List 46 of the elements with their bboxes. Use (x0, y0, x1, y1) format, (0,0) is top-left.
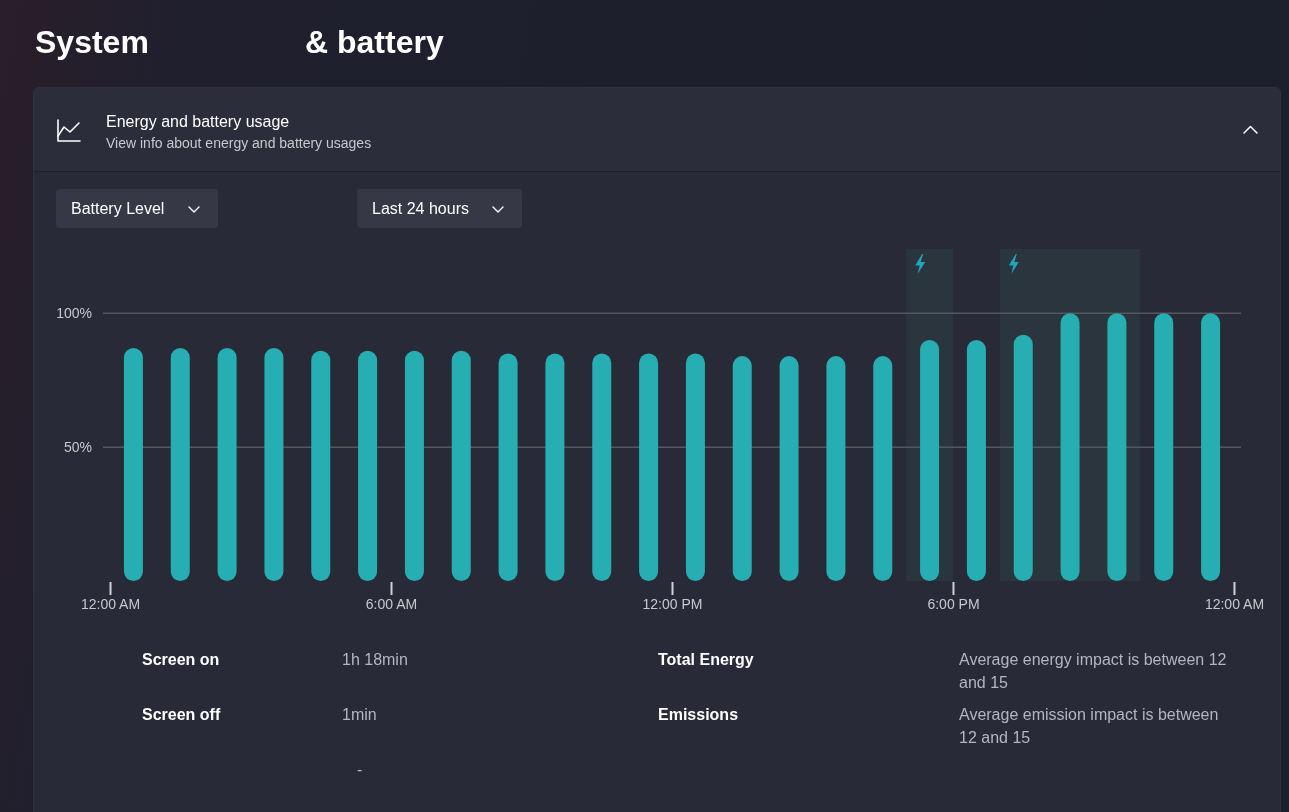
bar (873, 356, 893, 581)
text: & battery (305, 24, 444, 60)
bar (1154, 313, 1174, 581)
bar (311, 350, 331, 581)
x-tick-label: 12:00 AM (1204, 595, 1265, 612)
text: Screen off (142, 705, 221, 725)
bar (920, 340, 940, 581)
bar (545, 353, 565, 581)
text: 1h 18min (342, 650, 408, 670)
x-tick-label: 6:00 AM (365, 595, 418, 612)
bar (498, 353, 518, 581)
text: Average emission impact is between 12 and 15 (959, 705, 1220, 748)
text: - (357, 760, 363, 780)
text: Emissions (658, 705, 739, 725)
dropdown-box: Battery Level (56, 189, 218, 228)
bar (1060, 313, 1080, 581)
y-tick-label: 50% (63, 439, 92, 456)
bar (170, 348, 190, 581)
y-tick-label: 100% (56, 305, 92, 322)
text: Screen on (142, 650, 220, 670)
bar (451, 350, 471, 581)
bar (639, 353, 659, 581)
chart-title: Energy and battery usage (106, 113, 290, 130)
bar (685, 353, 705, 581)
text: Total Energy (658, 650, 754, 670)
bar (264, 348, 284, 581)
bar (779, 356, 799, 581)
bar (123, 348, 143, 581)
text: Average energy impact is between 12 and 15 (959, 650, 1228, 693)
bar (826, 356, 846, 581)
bar (1201, 313, 1221, 581)
bar (358, 350, 378, 581)
dropdown-box: Last 24 hours (357, 189, 522, 228)
x-tick-label: 12:00 AM (80, 595, 141, 612)
bar (592, 353, 612, 581)
bar (966, 340, 986, 581)
bar (1107, 313, 1127, 581)
x-tick-label: 6:00 PM (927, 595, 980, 612)
bar (404, 350, 424, 581)
chart-subtitle: View info about energy and battery usages (106, 135, 372, 151)
bar (732, 356, 752, 581)
bar (217, 348, 237, 581)
text: System (35, 24, 149, 60)
text: 1min (342, 705, 377, 725)
x-tick-label: 12:00 PM (642, 595, 703, 612)
bar (1013, 334, 1033, 581)
